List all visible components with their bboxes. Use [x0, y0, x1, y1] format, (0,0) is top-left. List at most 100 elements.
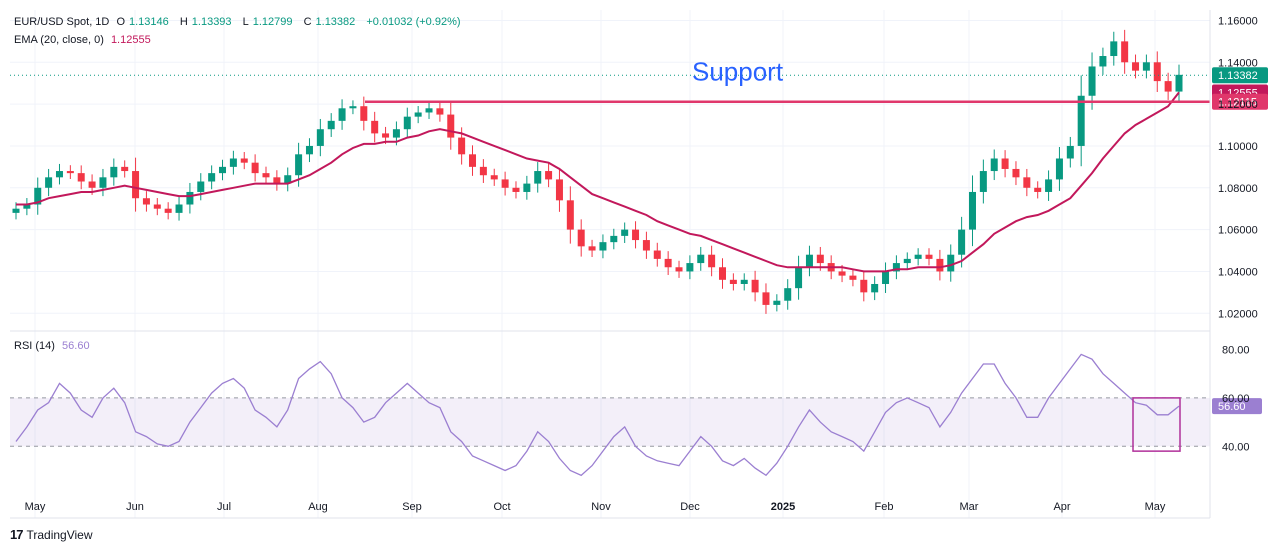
last-price-tag: 1.13382 [1218, 70, 1258, 82]
candle-body [360, 106, 368, 121]
candle-body [610, 235, 618, 243]
candle-body [1099, 56, 1107, 67]
candle-body [479, 166, 487, 176]
price-tick-label: 1.06000 [1218, 225, 1258, 237]
candle-body [175, 204, 183, 213]
candle-body [621, 229, 629, 236]
candle-body [860, 279, 868, 293]
candle-body [751, 279, 759, 293]
candle-body [566, 200, 574, 230]
candle-body [708, 254, 716, 268]
rsi-tick-label: 60.00 [1222, 393, 1250, 405]
candle-body [436, 108, 444, 115]
x-tick-label: Jun [126, 501, 144, 513]
candle-body [838, 271, 846, 276]
candle-body [403, 116, 411, 130]
high-value: 1.13393 [191, 16, 232, 28]
candle-body [523, 183, 531, 192]
candle-body [349, 106, 357, 109]
candle-body [968, 191, 976, 230]
candle-body [45, 177, 53, 188]
candle-body [66, 171, 74, 174]
candle-body [414, 112, 422, 117]
candle-body [675, 267, 683, 272]
candle-body [219, 166, 227, 174]
candle-body [740, 279, 748, 284]
candle-body [577, 229, 585, 247]
candle-body [1153, 62, 1161, 82]
candle-body [784, 288, 792, 301]
high-label: H [179, 16, 188, 28]
symbol-label: EUR/USD Spot, 1D [14, 16, 110, 28]
candle-body [686, 263, 694, 272]
candle-body [273, 177, 281, 184]
candle-body [1077, 95, 1085, 146]
candle-body [632, 229, 640, 241]
rsi-legend: RSI (14) 56.60 [14, 340, 94, 352]
candle-body [382, 133, 390, 138]
candle-body [762, 292, 770, 305]
candle-body [1001, 158, 1009, 169]
price-tick-label: 1.10000 [1218, 141, 1258, 153]
rsi-value-tag: 56.60 [1218, 401, 1246, 413]
candle-body [664, 258, 672, 268]
low-value: 1.12799 [252, 16, 293, 28]
x-tick-label: Sep [402, 501, 422, 513]
candle-body [371, 120, 379, 134]
x-tick-label: Feb [875, 501, 894, 513]
candle-body [1045, 179, 1053, 192]
candle-body [697, 254, 705, 264]
candle-body [1175, 74, 1183, 92]
candle-body [653, 250, 661, 259]
price-tick-label: 1.02000 [1218, 308, 1258, 320]
support-price-tag-bg [1212, 93, 1268, 110]
candle-body [816, 254, 824, 264]
candle-body [262, 173, 270, 178]
x-tick-label: Nov [591, 501, 611, 513]
candle-body [925, 254, 933, 259]
x-tick-label: May [25, 501, 46, 513]
x-tick-label: Dec [680, 501, 700, 513]
candle-body [1055, 158, 1063, 180]
rsi-highlight-box [1132, 397, 1181, 452]
tradingview-footer[interactable]: 17 TradingView [10, 527, 93, 542]
tradingview-logo-icon: 17 [10, 527, 24, 542]
candle-body [1132, 62, 1140, 71]
candle-body [903, 258, 911, 264]
open-label: O [116, 16, 125, 28]
candle-body [1066, 145, 1074, 159]
candle-body [947, 254, 955, 272]
candle-body [979, 171, 987, 192]
candle-body [284, 175, 292, 184]
candle-body [153, 204, 161, 209]
candle-body [990, 158, 998, 172]
candle-body [229, 158, 237, 167]
low-label: L [242, 16, 249, 28]
candle-body [555, 179, 563, 201]
x-tick-label: Jul [217, 501, 231, 513]
candle-body [512, 187, 520, 192]
candle-body [251, 162, 259, 174]
price-tick-label: 1.14000 [1218, 57, 1258, 69]
candle-body [392, 129, 400, 138]
x-tick-label: Apr [1053, 501, 1070, 513]
candle-body [458, 137, 466, 155]
ema-line [16, 91, 1180, 273]
candle-body [208, 173, 216, 182]
candle-body [295, 154, 303, 176]
support-price-tag: 1.12115 [1218, 97, 1257, 109]
x-tick-label: May [1145, 501, 1166, 513]
rsi-value: 56.60 [62, 340, 90, 352]
price-tick-label: 1.12000 [1218, 99, 1258, 111]
candle-body [110, 166, 118, 178]
candle-body [805, 254, 813, 268]
candle-body [773, 300, 781, 305]
candle-body [305, 145, 313, 155]
x-tick-label: Aug [308, 501, 328, 513]
candle-body [871, 283, 879, 293]
candle-body [501, 179, 509, 188]
candle-body [795, 267, 803, 289]
candle-body [77, 173, 85, 182]
x-tick-label: Mar [960, 501, 979, 513]
